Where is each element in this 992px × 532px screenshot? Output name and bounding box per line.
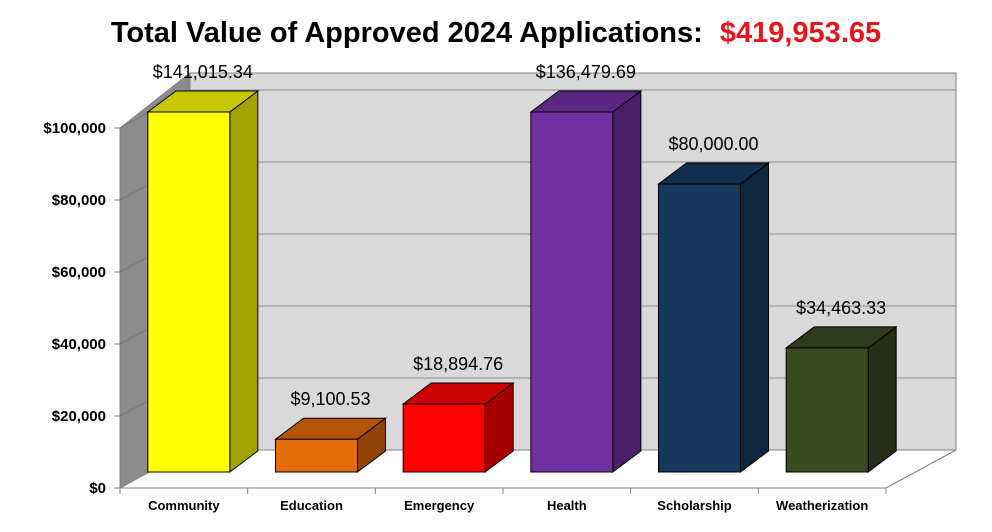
x-axis: Community Education Emergency Health Scholar…: [119, 487, 887, 513]
x-tick-label: Weatherization: [776, 498, 868, 513]
bar-education: [274, 417, 387, 473]
bar-scholarship: [657, 162, 770, 473]
bar-front: [658, 183, 741, 473]
y-axis: $0 $20,000 $40,000 $60,000 $80,000 $100,000: [43, 120, 121, 497]
data-label: $18,894.76: [413, 354, 503, 374]
y-tick-label: $20,000: [52, 408, 106, 425]
x-tick-label: Scholarship: [657, 498, 731, 513]
x-tick-label: Emergency: [404, 498, 475, 513]
chart-title-main: Total Value of Approved 2024 Application…: [111, 17, 703, 49]
chart-title-total: $419,953.65: [720, 17, 881, 49]
data-labels: $141,015.34 $9,100.53 $18,894.76 $136,479.6…: [153, 62, 886, 409]
bar-emergency: [401, 381, 515, 473]
y-tick-label: $100,000: [43, 120, 106, 137]
data-label: $141,015.34: [153, 62, 253, 82]
y-tick-label: $40,000: [52, 336, 106, 353]
chart-title: Total Value of Approved 2024 Application…: [111, 17, 881, 49]
y-tick-label: $80,000: [52, 192, 106, 209]
bar-community: [146, 90, 260, 473]
data-label: $9,100.53: [290, 389, 370, 409]
bar-side: [612, 90, 642, 473]
bar-front: [147, 111, 231, 473]
x-tick-label: Health: [547, 498, 587, 513]
bar-weatherization: [784, 325, 898, 473]
bar-front: [275, 438, 358, 473]
x-tick-label: Education: [280, 498, 343, 513]
bar-side: [867, 325, 897, 473]
x-tick-label: Community: [148, 498, 220, 513]
data-label: $80,000.00: [668, 134, 758, 154]
data-label: $136,479.69: [536, 62, 636, 82]
bar-side: [229, 90, 259, 473]
bar-side: [740, 162, 769, 473]
bar-front: [785, 347, 869, 473]
bar-front: [530, 111, 614, 473]
bar-health: [529, 90, 643, 473]
bars: [146, 90, 898, 473]
data-label: $34,463.33: [796, 298, 886, 318]
bar-front: [402, 403, 486, 473]
y-tick-label: $60,000: [52, 264, 106, 281]
y-tick-label: $0: [89, 480, 106, 497]
